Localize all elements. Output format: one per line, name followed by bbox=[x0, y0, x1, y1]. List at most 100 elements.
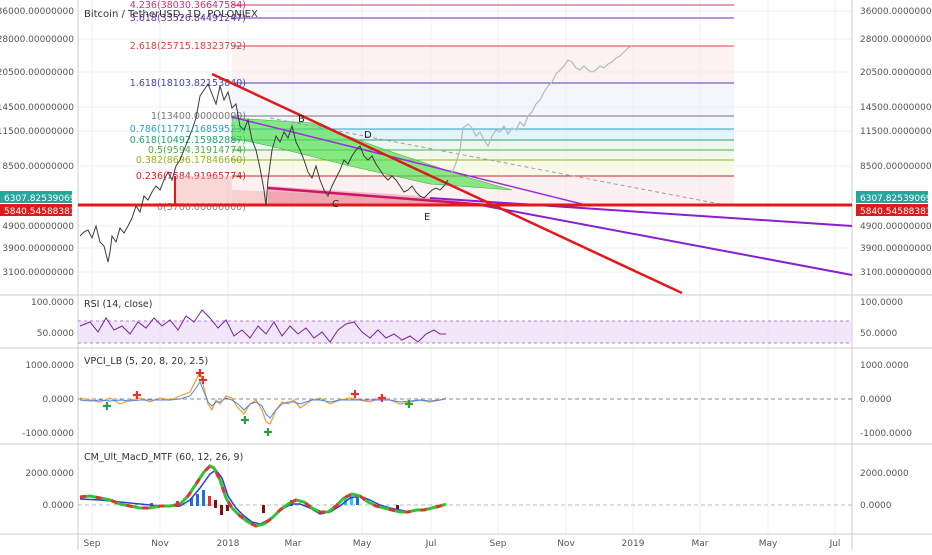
vpci-axis-left: 0.0000 bbox=[43, 395, 75, 405]
svg-text:✚: ✚ bbox=[404, 398, 413, 411]
rsi-axis-right: 100.0000 bbox=[860, 298, 903, 308]
time-tick: Jul bbox=[425, 539, 437, 549]
vpci-axis-left: 1000.0000 bbox=[25, 361, 74, 371]
price-tag-text: 6307.82539069 bbox=[4, 194, 76, 204]
time-tick: Mar bbox=[692, 539, 709, 549]
chart-title: Bitcoin / TetherUSD, 1D, POLONIEX bbox=[84, 9, 258, 20]
purple-trendline-upper[interactable] bbox=[231, 116, 591, 207]
rsi-line bbox=[79, 309, 446, 343]
fib-label-1618: 1.618(18103.82153840) bbox=[130, 78, 246, 89]
dashed-trendline[interactable] bbox=[269, 117, 721, 205]
price-tag-current-left: 6307.82539069 bbox=[0, 191, 76, 204]
right-price-axis[interactable]: 36000.00000000 28000.00000000 20500.0000… bbox=[860, 7, 932, 278]
vpci-axis-left: -1000.0000 bbox=[22, 429, 74, 439]
right-price-tick: 3100.00000000 bbox=[860, 268, 932, 278]
svg-text:✚: ✚ bbox=[102, 400, 111, 413]
svg-text:✚: ✚ bbox=[240, 414, 249, 427]
fib-zones bbox=[232, 46, 734, 204]
point-c-label: C bbox=[332, 199, 339, 210]
left-price-tick: 4900.00000000 bbox=[2, 222, 74, 232]
macd-axis-right: 0.0000 bbox=[860, 501, 892, 511]
left-price-tick: 14500.00000000 bbox=[0, 103, 74, 113]
right-price-tick: 14500.00000000 bbox=[860, 103, 932, 113]
point-b-label: B bbox=[298, 114, 305, 125]
time-tick: 2019 bbox=[622, 539, 645, 549]
fib-label-1: 1(13400.00000000) bbox=[151, 111, 246, 122]
magenta-trendline[interactable] bbox=[267, 186, 501, 208]
left-price-tick: 3100.00000000 bbox=[2, 268, 74, 278]
pattern-labels: B C D E bbox=[298, 114, 430, 223]
time-tick: Sep bbox=[84, 539, 101, 549]
rsi-axis-right: 50.0000 bbox=[860, 329, 897, 339]
svg-text:✚: ✚ bbox=[377, 392, 386, 405]
svg-text:✚: ✚ bbox=[195, 367, 204, 380]
macd-axis-left: 0.0000 bbox=[43, 501, 75, 511]
macd-title: CM_Ult_MacD_MTF (60, 12, 26, 9) bbox=[84, 452, 243, 463]
price-history bbox=[79, 82, 449, 263]
time-tick: May bbox=[759, 539, 778, 549]
left-price-tick: 28000.00000000 bbox=[0, 35, 74, 45]
svg-text:✚: ✚ bbox=[350, 388, 359, 401]
point-d-label: D bbox=[364, 130, 372, 141]
price-tag-text: 5840.54588383 bbox=[860, 207, 932, 217]
time-tick: May bbox=[353, 539, 372, 549]
vpci-pane[interactable]: ✚ ✚ ✚ ✚ ✚ ✚ ✚ ✚ ✚ VPCI_LB (5, 20, 8, 20,… bbox=[22, 356, 912, 439]
price-tag-level-left: 5840.54588383 bbox=[0, 204, 76, 217]
time-tick: Jul bbox=[829, 539, 841, 549]
right-price-tick: 4900.00000000 bbox=[860, 222, 932, 232]
fib-label-3618: 3.618(33526.84491247) bbox=[130, 13, 246, 24]
svg-text:✚: ✚ bbox=[263, 426, 272, 439]
macd-line-red-segments bbox=[79, 464, 447, 528]
vpci-line-orange bbox=[79, 370, 447, 425]
fib-label-05: 0.5(9594.31914774) bbox=[148, 145, 246, 156]
right-price-tick: 28000.00000000 bbox=[860, 35, 932, 45]
left-price-axis[interactable]: 36000.00000000 28000.00000000 20500.0000… bbox=[0, 7, 74, 278]
fib-label-0236: 0.236(7584.91965774) bbox=[136, 171, 246, 182]
fib-label-2618: 2.618(25715.18323792) bbox=[130, 41, 246, 52]
vpci-axis-right: 1000.0000 bbox=[860, 361, 909, 371]
time-axis[interactable]: Sep Nov 2018 Mar May Jul Sep Nov 2019 Ma… bbox=[84, 539, 841, 549]
time-tick: Nov bbox=[151, 539, 169, 549]
price-tag-text: 5840.54588383 bbox=[4, 207, 76, 217]
right-price-tick: 3900.00000000 bbox=[860, 244, 932, 254]
left-price-tick: 11500.00000000 bbox=[0, 127, 74, 137]
rsi-axis-left: 50.0000 bbox=[37, 329, 74, 339]
left-price-tick: 36000.00000000 bbox=[0, 7, 74, 17]
time-tick: Sep bbox=[490, 539, 507, 549]
purple-trendline-steep[interactable] bbox=[479, 204, 853, 276]
macd-pane[interactable]: CM_Ult_MacD_MTF (60, 12, 26, 9) 2000.000… bbox=[25, 452, 909, 528]
vpci-axis-right: 0.0000 bbox=[860, 395, 892, 405]
purple-trendline-lower[interactable] bbox=[429, 197, 853, 227]
fib-label-0: 0(5700.00000000) bbox=[157, 202, 246, 213]
left-price-tick: 8500.00000000 bbox=[2, 162, 74, 172]
price-tag-level-right: 5840.54588383 bbox=[856, 204, 932, 217]
forecast-path[interactable] bbox=[449, 45, 633, 177]
vpci-title: VPCI_LB (5, 20, 8, 20, 2.5) bbox=[84, 356, 208, 367]
rsi-pane[interactable]: RSI (14, close) 100.0000 50.0000 100.000… bbox=[31, 298, 903, 344]
svg-text:✚: ✚ bbox=[132, 389, 141, 402]
right-price-tick: 20500.00000000 bbox=[860, 68, 932, 78]
price-tag-text: 6307.82539069 bbox=[860, 194, 932, 204]
red-descending-trendline[interactable] bbox=[211, 72, 683, 295]
macd-axis-left: 2000.0000 bbox=[25, 469, 74, 479]
price-tag-current-right: 6307.82539069 bbox=[856, 191, 932, 204]
macd-axis-right: 2000.0000 bbox=[860, 469, 909, 479]
grid-lines bbox=[78, 0, 852, 534]
right-price-tick: 8500.00000000 bbox=[860, 162, 932, 172]
vpci-axis-right: -1000.0000 bbox=[860, 429, 912, 439]
rsi-axis-left: 100.0000 bbox=[31, 298, 74, 308]
right-price-tick: 36000.00000000 bbox=[860, 7, 932, 17]
fib-label-0382: 0.382(8696.17846660) bbox=[136, 155, 246, 166]
vpci-markers: ✚ ✚ ✚ ✚ ✚ ✚ ✚ ✚ ✚ bbox=[102, 367, 413, 439]
time-tick: Mar bbox=[285, 539, 302, 549]
fib-label-0786: 0.786(11771.16859523) bbox=[130, 124, 246, 135]
rsi-title: RSI (14, close) bbox=[84, 299, 152, 310]
time-tick: Nov bbox=[557, 539, 575, 549]
right-price-tick: 11500.00000000 bbox=[860, 127, 932, 137]
point-e-label: E bbox=[424, 212, 430, 223]
svg-text:✚: ✚ bbox=[198, 374, 207, 387]
time-tick: 2018 bbox=[217, 539, 240, 549]
left-price-tick: 3900.00000000 bbox=[2, 244, 74, 254]
vpci-line-blue bbox=[79, 380, 447, 419]
